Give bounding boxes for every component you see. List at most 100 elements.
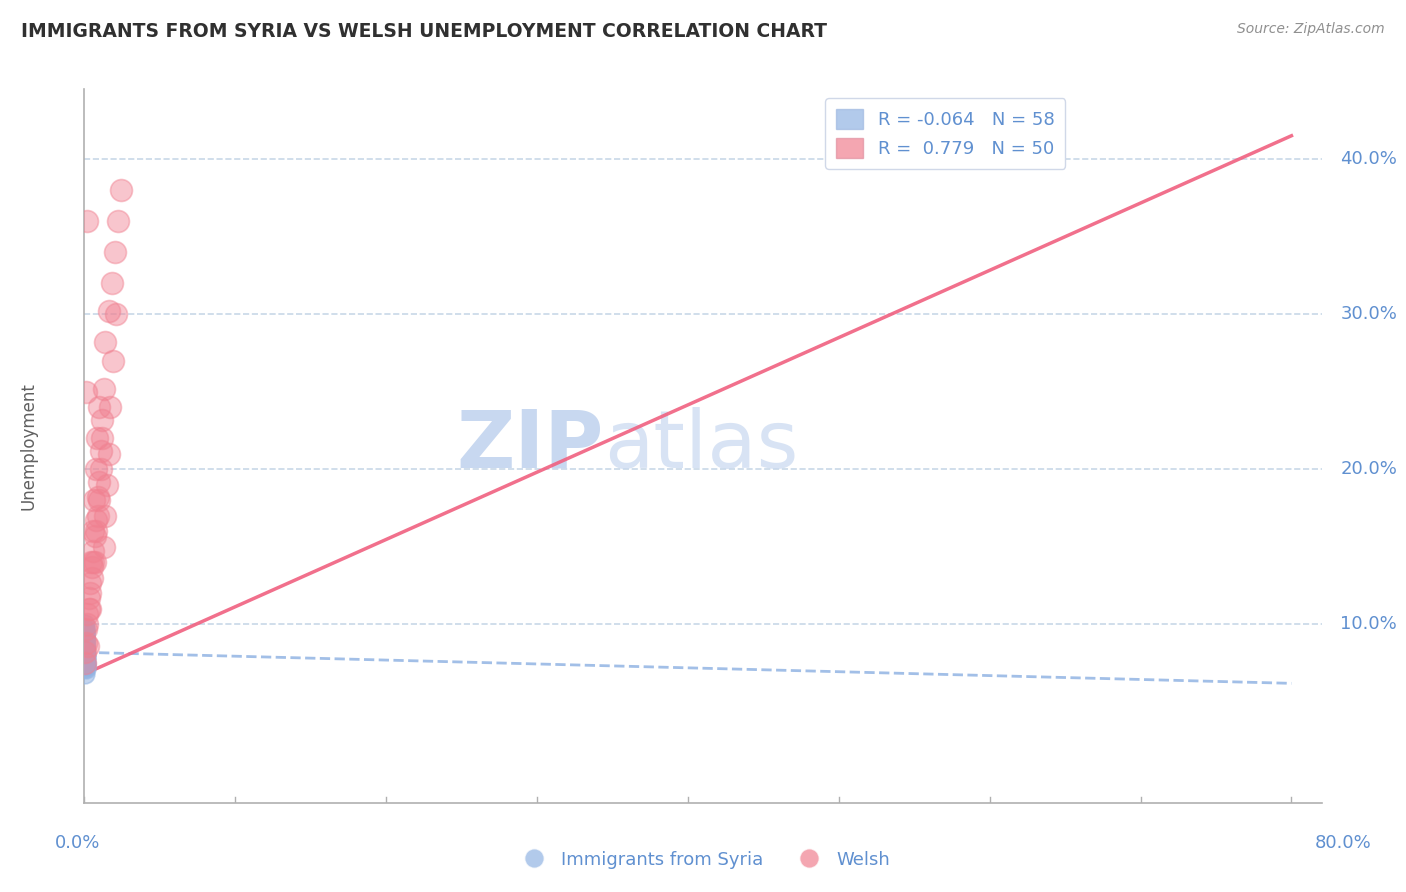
Point bbox=[86, 490, 108, 504]
Point bbox=[73, 647, 96, 661]
Text: Source: ZipAtlas.com: Source: ZipAtlas.com bbox=[1237, 22, 1385, 37]
Point bbox=[87, 401, 110, 415]
Point bbox=[76, 617, 98, 632]
Point bbox=[75, 653, 97, 667]
Point bbox=[84, 462, 107, 476]
Point bbox=[90, 462, 112, 476]
Point bbox=[86, 431, 108, 445]
Point bbox=[94, 508, 117, 523]
Point bbox=[75, 656, 97, 670]
Point bbox=[82, 544, 104, 558]
Point bbox=[77, 591, 100, 605]
Point bbox=[73, 640, 96, 655]
Point bbox=[75, 657, 97, 672]
Point bbox=[73, 626, 96, 640]
Point bbox=[76, 607, 98, 621]
Point bbox=[75, 657, 97, 672]
Point bbox=[80, 571, 103, 585]
Point bbox=[73, 632, 96, 646]
Point bbox=[83, 529, 105, 543]
Point bbox=[97, 447, 120, 461]
Point bbox=[82, 555, 104, 569]
Point bbox=[73, 634, 96, 648]
Point bbox=[105, 307, 128, 321]
Point bbox=[75, 384, 97, 399]
Point bbox=[90, 443, 112, 458]
Point bbox=[107, 214, 129, 228]
Point bbox=[75, 636, 97, 650]
Point bbox=[75, 650, 97, 665]
Legend: Immigrants from Syria, Welsh: Immigrants from Syria, Welsh bbox=[509, 844, 897, 876]
Point bbox=[73, 653, 96, 667]
Point bbox=[73, 636, 96, 650]
Point bbox=[73, 628, 96, 642]
Point bbox=[96, 477, 118, 491]
Point bbox=[75, 656, 97, 670]
Point bbox=[75, 651, 97, 665]
Point bbox=[103, 245, 125, 260]
Point bbox=[75, 653, 97, 667]
Point bbox=[93, 382, 115, 396]
Point bbox=[73, 642, 96, 657]
Point bbox=[87, 508, 110, 523]
Point bbox=[73, 639, 96, 653]
Point bbox=[84, 555, 107, 569]
Point bbox=[73, 628, 96, 642]
Point bbox=[89, 475, 111, 489]
Point bbox=[75, 650, 97, 665]
Text: 40.0%: 40.0% bbox=[1340, 150, 1398, 168]
Point bbox=[75, 622, 97, 636]
Text: 10.0%: 10.0% bbox=[1340, 615, 1398, 633]
Point bbox=[73, 645, 96, 659]
Point bbox=[82, 524, 104, 539]
Point bbox=[75, 651, 97, 665]
Point bbox=[110, 183, 132, 197]
Point bbox=[73, 656, 96, 670]
Point bbox=[83, 493, 105, 508]
Point bbox=[75, 638, 97, 652]
Point bbox=[75, 656, 97, 670]
Point bbox=[91, 431, 114, 445]
Point bbox=[73, 617, 96, 632]
Point bbox=[94, 334, 117, 349]
Point bbox=[98, 401, 121, 415]
Point bbox=[75, 632, 97, 647]
Point bbox=[91, 412, 114, 426]
Text: 20.0%: 20.0% bbox=[1340, 460, 1398, 478]
Point bbox=[73, 634, 96, 648]
Text: Unemployment: Unemployment bbox=[20, 382, 38, 510]
Point bbox=[73, 639, 96, 653]
Point bbox=[73, 622, 96, 636]
Point bbox=[80, 560, 103, 574]
Point bbox=[75, 648, 97, 663]
Point bbox=[86, 524, 108, 539]
Point bbox=[100, 276, 122, 290]
Point bbox=[73, 632, 96, 647]
Point bbox=[79, 575, 101, 590]
Point bbox=[73, 645, 96, 659]
Point bbox=[75, 645, 97, 659]
Point bbox=[101, 353, 124, 368]
Point bbox=[73, 650, 96, 665]
Point bbox=[75, 662, 97, 676]
Text: 80.0%: 80.0% bbox=[1315, 834, 1371, 852]
Point bbox=[75, 650, 97, 665]
Point bbox=[73, 624, 96, 638]
Point bbox=[73, 647, 96, 661]
Point bbox=[84, 513, 107, 527]
Point bbox=[80, 555, 103, 569]
Point bbox=[76, 214, 98, 228]
Point bbox=[77, 639, 100, 653]
Text: 0.0%: 0.0% bbox=[55, 834, 100, 852]
Point bbox=[73, 636, 96, 650]
Point bbox=[77, 602, 100, 616]
Point bbox=[89, 493, 111, 508]
Point bbox=[73, 625, 96, 640]
Point bbox=[73, 630, 96, 644]
Point bbox=[93, 540, 115, 554]
Point bbox=[73, 640, 96, 655]
Point bbox=[73, 659, 96, 673]
Point bbox=[79, 602, 101, 616]
Text: ZIP: ZIP bbox=[457, 407, 605, 485]
Point bbox=[73, 620, 96, 634]
